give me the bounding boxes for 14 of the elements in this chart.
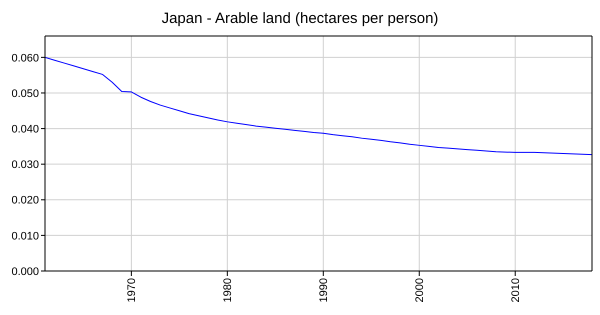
y-tick-label: 0.040 <box>11 123 39 136</box>
x-tick-label: 1990 <box>318 278 330 302</box>
x-tick-label: 2000 <box>414 278 426 302</box>
y-tick-label: 0.030 <box>11 159 39 172</box>
x-tick-label: 1980 <box>222 278 234 302</box>
line-series <box>45 56 592 156</box>
y-tick-label: 0.010 <box>11 230 39 242</box>
chart-title: Japan - Arable land (hectares per person) <box>160 10 440 27</box>
y-tick-label: 0.060 <box>11 52 39 64</box>
y-tick-label: 0.050 <box>11 88 39 100</box>
y-tick-label: 0.020 <box>11 194 39 207</box>
y-tick-label: 0.000 <box>11 266 39 278</box>
x-tick-label: 1970 <box>126 278 138 302</box>
x-tick-label: 2010 <box>510 278 522 302</box>
